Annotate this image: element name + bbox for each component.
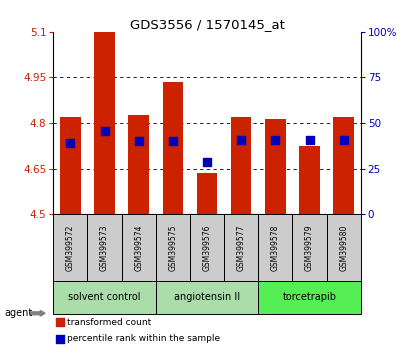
Bar: [155, 281, 258, 314]
Bar: [333, 117, 353, 214]
Point: [57, 336, 63, 342]
Text: percentile rank within the sample: percentile rank within the sample: [67, 334, 220, 343]
Point: [169, 138, 176, 144]
Point: [203, 159, 210, 165]
Bar: [326, 214, 360, 281]
Bar: [196, 173, 217, 214]
Bar: [87, 214, 121, 281]
Point: [237, 137, 244, 143]
Bar: [128, 115, 148, 214]
Point: [339, 137, 346, 143]
Bar: [230, 117, 251, 214]
Bar: [162, 82, 183, 214]
Text: transformed count: transformed count: [67, 318, 151, 326]
Text: solvent control: solvent control: [68, 292, 140, 302]
Title: GDS3556 / 1570145_at: GDS3556 / 1570145_at: [129, 18, 284, 31]
Bar: [258, 214, 292, 281]
Bar: [155, 214, 189, 281]
Text: agent: agent: [4, 308, 32, 318]
Text: angiotensin II: angiotensin II: [173, 292, 240, 302]
Text: GSM399577: GSM399577: [236, 224, 245, 271]
Point: [135, 138, 142, 144]
Point: [57, 319, 63, 325]
Bar: [53, 214, 87, 281]
Point: [67, 140, 74, 145]
Bar: [258, 281, 360, 314]
Point: [306, 137, 312, 143]
Bar: [224, 214, 258, 281]
Bar: [60, 117, 81, 214]
Text: GSM399574: GSM399574: [134, 224, 143, 271]
Bar: [292, 214, 326, 281]
Text: GSM399573: GSM399573: [100, 224, 109, 271]
Bar: [121, 214, 155, 281]
Text: GSM399580: GSM399580: [338, 224, 347, 270]
Point: [272, 137, 278, 143]
Bar: [189, 214, 224, 281]
Bar: [265, 119, 285, 214]
Bar: [53, 281, 155, 314]
Text: GSM399578: GSM399578: [270, 224, 279, 270]
Text: GSM399575: GSM399575: [168, 224, 177, 271]
Bar: [299, 146, 319, 214]
Point: [101, 128, 108, 133]
Text: GSM399576: GSM399576: [202, 224, 211, 271]
Text: torcetrapib: torcetrapib: [282, 292, 336, 302]
Text: GSM399579: GSM399579: [304, 224, 313, 271]
Text: GSM399572: GSM399572: [66, 224, 75, 270]
Bar: [94, 32, 115, 214]
